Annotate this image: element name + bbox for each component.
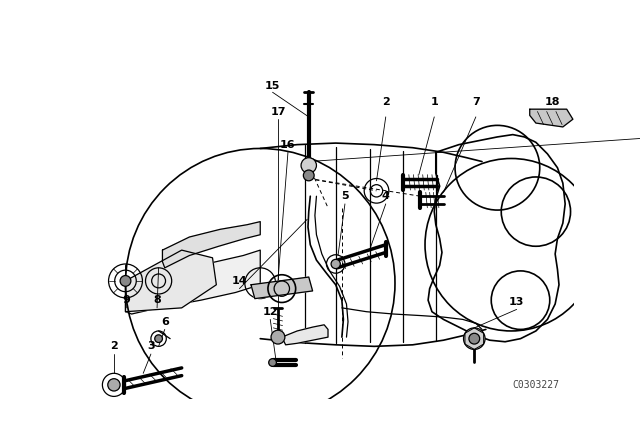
Polygon shape <box>163 222 260 268</box>
Text: 9: 9 <box>122 295 130 305</box>
Polygon shape <box>530 109 573 127</box>
Text: 6: 6 <box>161 317 169 327</box>
Text: 8: 8 <box>153 295 161 305</box>
Text: 1: 1 <box>430 96 438 107</box>
Text: 18: 18 <box>545 96 561 107</box>
Text: 12: 12 <box>262 307 278 317</box>
Text: 14: 14 <box>232 276 247 286</box>
Circle shape <box>463 328 485 349</box>
Text: 3: 3 <box>147 341 155 351</box>
Polygon shape <box>251 277 312 299</box>
Circle shape <box>269 359 276 366</box>
Text: 13: 13 <box>509 297 524 307</box>
Text: 17: 17 <box>270 107 285 116</box>
Circle shape <box>155 335 163 343</box>
Text: 5: 5 <box>341 191 349 201</box>
Circle shape <box>331 259 340 269</box>
Text: 16: 16 <box>280 140 296 150</box>
Polygon shape <box>125 250 260 314</box>
Circle shape <box>120 276 131 286</box>
Text: 15: 15 <box>265 81 280 91</box>
Text: 7: 7 <box>472 96 480 107</box>
Polygon shape <box>282 325 328 345</box>
Circle shape <box>271 330 285 344</box>
Circle shape <box>301 158 316 173</box>
Text: 2: 2 <box>110 341 118 351</box>
Text: 4: 4 <box>382 191 390 201</box>
Circle shape <box>469 333 480 344</box>
Circle shape <box>303 170 314 181</box>
Text: C0303227: C0303227 <box>513 380 559 390</box>
Circle shape <box>108 379 120 391</box>
Text: 2: 2 <box>382 96 390 107</box>
Polygon shape <box>125 250 216 312</box>
